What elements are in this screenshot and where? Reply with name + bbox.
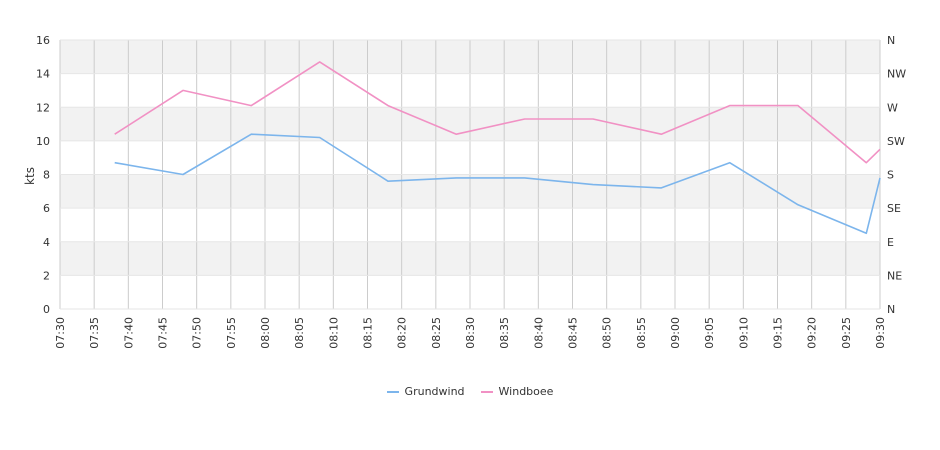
- x-tick-label: 07:45: [157, 317, 170, 349]
- y2-tick-label: S: [887, 169, 894, 182]
- x-tick-label: 08:10: [327, 317, 340, 349]
- y2-tick-label: E: [887, 236, 894, 249]
- legend-item-grundwind[interactable]: Grundwind: [386, 385, 465, 398]
- x-tick-label: 07:35: [88, 317, 101, 349]
- y-tick-label: 6: [43, 202, 50, 215]
- x-tick-label: 08:50: [601, 317, 614, 349]
- y-tick-label: 8: [43, 169, 50, 182]
- x-tick-label: 09:15: [772, 317, 785, 349]
- y-tick-label: 10: [36, 135, 50, 148]
- x-tick-label: 08:00: [259, 317, 272, 349]
- x-tick-label: 09:25: [840, 317, 853, 349]
- y-tick-label: 2: [43, 269, 50, 282]
- x-tick-label: 08:30: [464, 317, 477, 349]
- y-tick-label: 14: [36, 68, 50, 81]
- y2-tick-label: N: [887, 303, 895, 316]
- y2-tick-label: W: [887, 101, 898, 114]
- x-tick-label: 09:30: [874, 317, 887, 349]
- x-tick-label: 07:40: [122, 317, 135, 349]
- x-tick-label: 08:25: [430, 317, 443, 349]
- legend: Grundwind Windboee: [0, 385, 940, 398]
- series-line-grundwind: [114, 133, 881, 235]
- horizontal-gridlines: [60, 39, 880, 310]
- x-tick-label: 08:55: [635, 317, 648, 349]
- x-tick-label: 08:15: [362, 317, 375, 349]
- y-tick-label: 0: [43, 303, 50, 316]
- x-tick-label: 09:00: [669, 317, 682, 349]
- x-tick-label: 07:50: [191, 317, 204, 349]
- x-axis-ticks: 07:30 07:35 07:40 07:45 07:50 07:55 08:00 08:05…: [54, 317, 887, 349]
- y-axis-ticks: 0 2 4 6 8 10 12 14 16: [36, 34, 50, 316]
- legend-label: Windboee: [498, 385, 554, 398]
- y2-tick-label: NE: [887, 269, 902, 282]
- legend-swatch: [386, 390, 399, 393]
- y-tick-label: 12: [36, 101, 50, 114]
- legend-swatch: [480, 390, 493, 393]
- y2-tick-label: NW: [887, 68, 906, 81]
- x-tick-label: 08:45: [567, 317, 580, 349]
- x-tick-label: 08:40: [532, 317, 545, 349]
- x-tick-label: 09:20: [806, 317, 819, 349]
- y2-tick-label: SE: [887, 202, 901, 215]
- x-tick-label: 09:10: [737, 317, 750, 349]
- x-tick-label: 09:05: [703, 317, 716, 349]
- x-tick-label: 07:55: [225, 317, 238, 349]
- x-tick-label: 08:20: [396, 317, 409, 349]
- x-tick-label: 07:30: [54, 317, 67, 349]
- y-tick-label: 4: [43, 236, 50, 249]
- y2-tick-label: SW: [887, 135, 905, 148]
- series-line-windboee: [114, 61, 881, 164]
- y2-axis-ticks: N NE E SE S SW W NW N: [887, 34, 906, 316]
- y2-tick-label: N: [887, 34, 895, 47]
- y-axis-title: kts: [23, 167, 37, 185]
- legend-item-windboee[interactable]: Windboee: [480, 385, 554, 398]
- series-lines: [114, 61, 881, 235]
- legend-label: Grundwind: [404, 385, 465, 398]
- x-tick-label: 08:05: [293, 317, 306, 349]
- y-tick-label: 16: [36, 34, 50, 47]
- x-tick-label: 08:35: [498, 317, 511, 349]
